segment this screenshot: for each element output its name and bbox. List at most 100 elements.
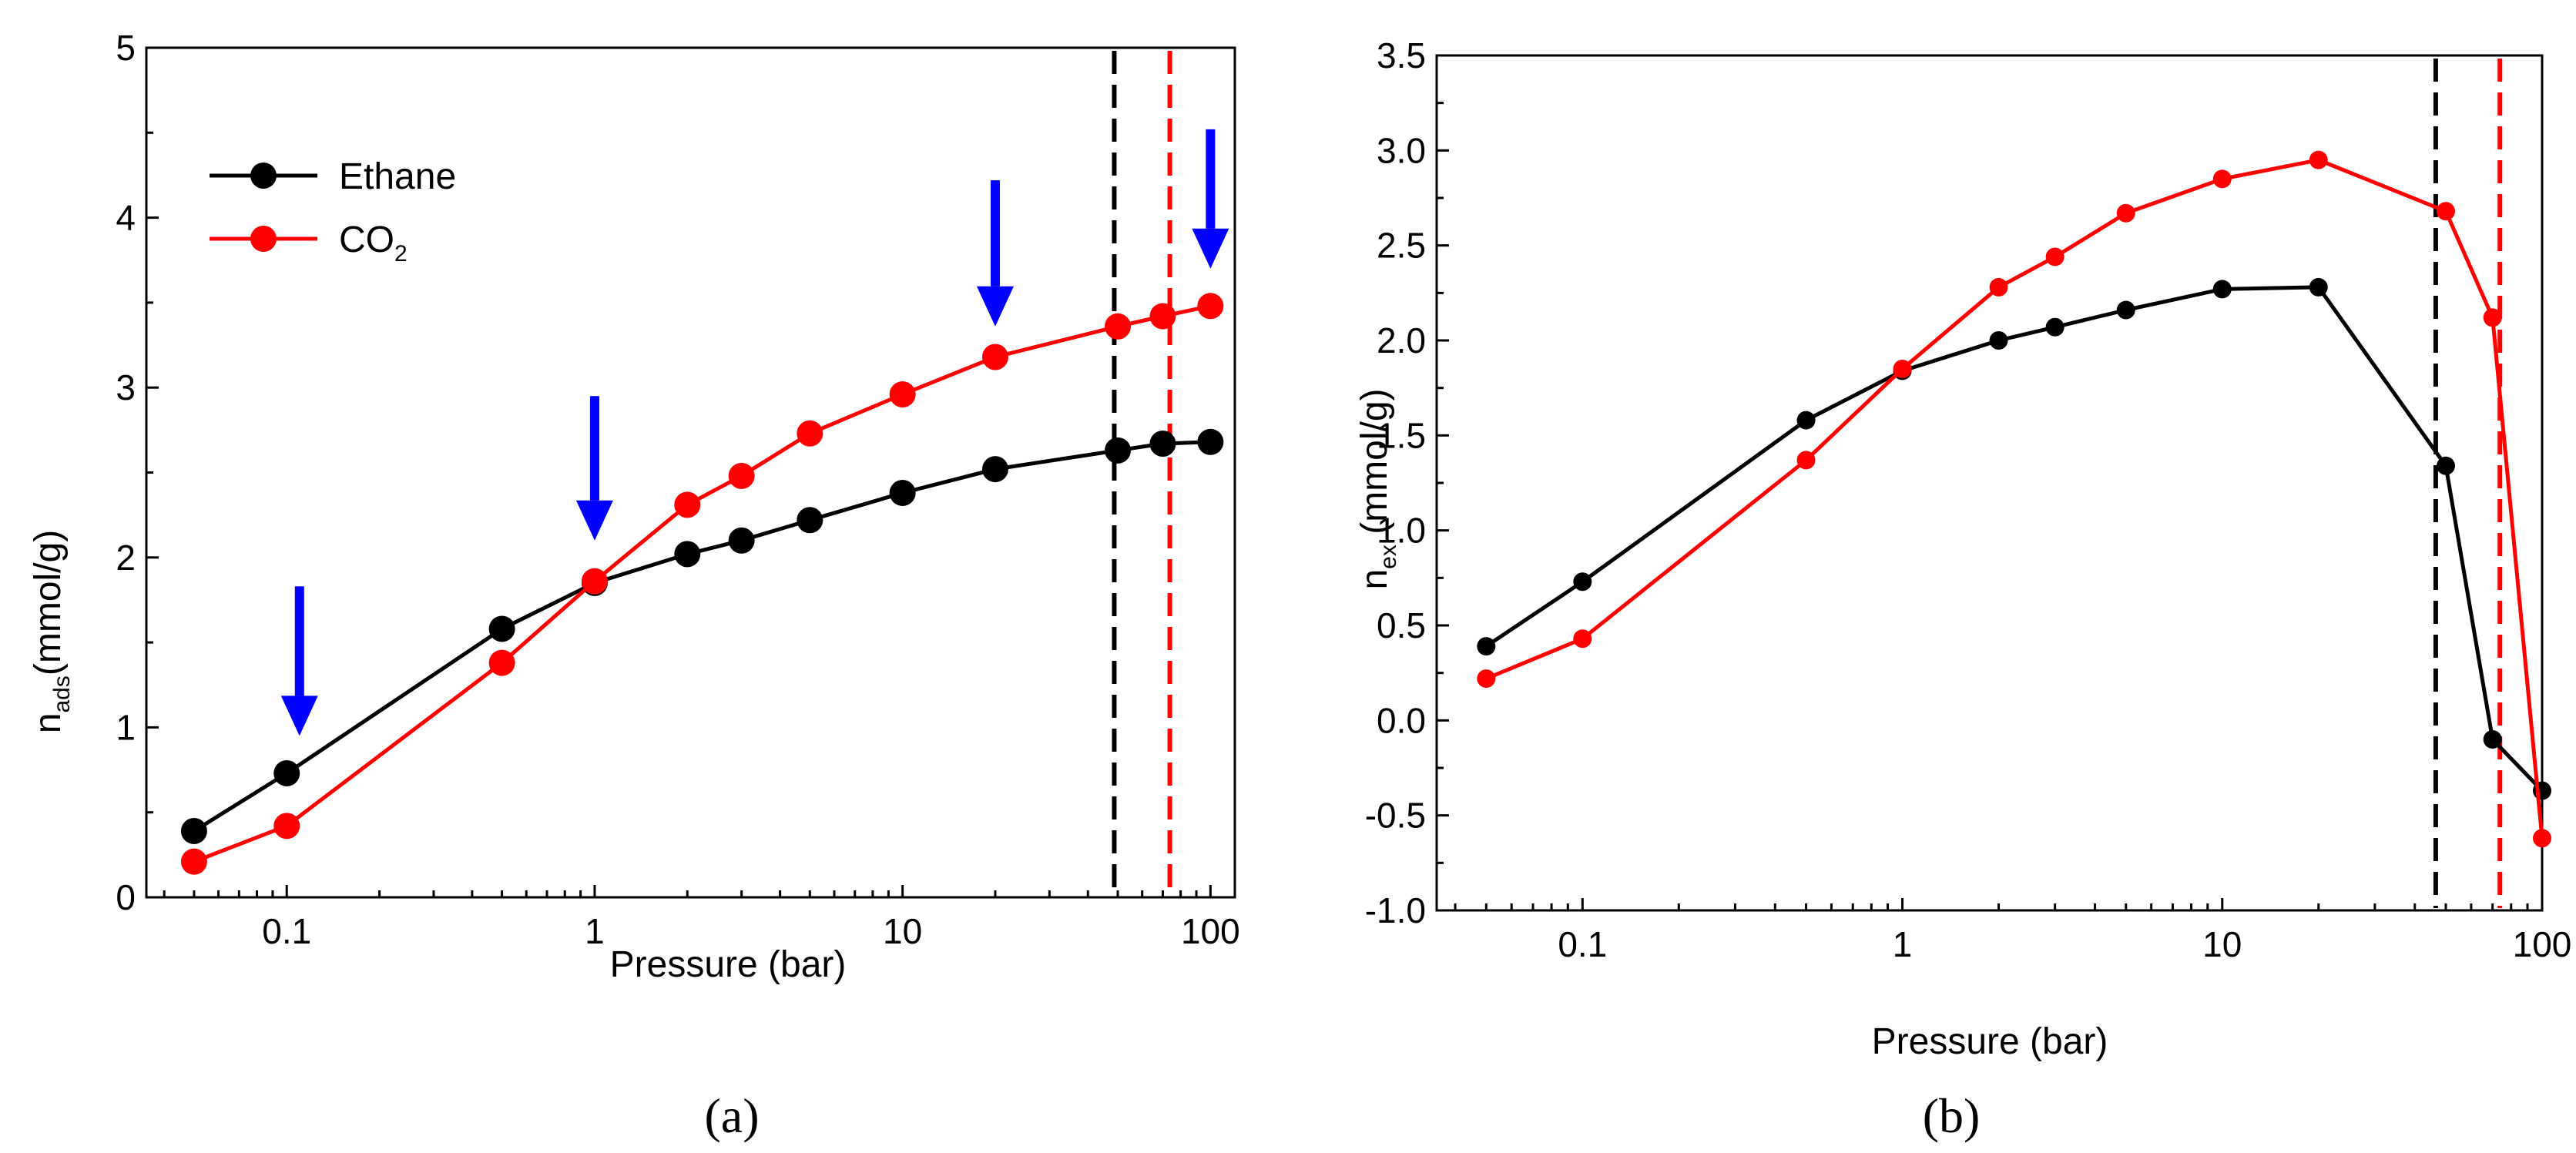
- y-axis-title-sub-b: ex: [1376, 545, 1401, 569]
- x-tick-label-b: 1: [1893, 924, 1913, 964]
- data-point-co2-a: [1197, 293, 1224, 320]
- y-axis-title-unit-b: (mmol/g): [1354, 388, 1395, 545]
- data-point-ethane-b: [2309, 277, 2328, 297]
- x-tick-label-b: 10: [2202, 924, 2242, 964]
- y-tick-label-b: 3.5: [1377, 35, 1426, 75]
- data-point-ethane-b: [1989, 331, 2008, 350]
- y-tick-label-b: 1.5: [1377, 415, 1426, 455]
- data-point-ethane-a: [674, 541, 701, 568]
- data-point-ethane-a: [273, 759, 300, 786]
- data-point-ethane-a: [1197, 428, 1224, 455]
- y-tick-label-a: 5: [116, 28, 136, 68]
- blue-arrow-3: [976, 180, 1014, 327]
- data-point-ethane-a: [797, 507, 823, 534]
- data-point-ethane-b: [2483, 730, 2502, 749]
- data-point-ethane-b: [1477, 637, 1496, 656]
- data-point-co2-a: [273, 813, 300, 840]
- x-tick-label-a: 1: [585, 911, 605, 951]
- data-point-ethane-a: [488, 615, 515, 642]
- data-point-co2-a: [1105, 313, 1132, 340]
- x-tick-label-a: 10: [883, 911, 922, 951]
- data-point-ethane-b: [2045, 317, 2064, 337]
- data-point-ethane-a: [889, 479, 916, 506]
- y-tick-label-b: 1.0: [1377, 511, 1426, 551]
- data-point-co2-b: [2212, 169, 2232, 189]
- data-point-ethane-a: [981, 456, 1008, 483]
- y-tick-label-b: 2.0: [1377, 320, 1426, 360]
- legend-label-co2: CO2: [339, 220, 408, 266]
- blue-arrow-2: [575, 396, 613, 541]
- y-tick-label-a: 0: [116, 877, 136, 917]
- data-point-co2-a: [1149, 303, 1176, 330]
- legend-label-co2-main: CO: [339, 220, 394, 260]
- y-axis-title-sub-a: ads: [49, 675, 75, 712]
- x-tick-label-b: 100: [2513, 924, 2572, 964]
- arrow-head-3: [976, 286, 1014, 327]
- data-point-co2-b: [2045, 247, 2064, 266]
- x-axis-title-b: Pressure (bar): [1872, 1021, 2108, 1062]
- data-point-ethane-a: [1149, 430, 1176, 457]
- data-point-co2-b: [1573, 629, 1592, 649]
- data-point-co2-b: [2483, 308, 2502, 327]
- data-point-ethane-b: [2212, 280, 2232, 299]
- chart-panel-b: (b) Pressure (bar) nex (mmol/g) 0.1 1 10 10…: [1354, 35, 2571, 1143]
- data-point-co2-a: [674, 491, 701, 518]
- y-axis-title-unit-a: (mmol/g): [28, 530, 69, 675]
- y-axis-title-main-a: n: [28, 713, 69, 734]
- chart-panel-a: (a) Pressure (bar) nads(mmol/g) Ethane C…: [28, 28, 1240, 1143]
- caption-a: (a): [704, 1088, 759, 1143]
- svg-text:nex (mmol/g): nex (mmol/g): [1354, 388, 1401, 589]
- x-tick-label-a: 100: [1181, 911, 1240, 951]
- y-axis-title-main-b: n: [1354, 569, 1395, 590]
- legend-marker-ethane: [250, 163, 277, 189]
- x-axis-title-a: Pressure (bar): [610, 944, 847, 985]
- series-line-co2-b: [1485, 158, 2544, 839]
- legend-label-co2-sub: 2: [394, 241, 408, 266]
- y-tick-label-a: 3: [116, 367, 136, 407]
- y-tick-label-a: 4: [116, 198, 136, 238]
- caption-b: (b): [1923, 1088, 1981, 1143]
- arrow-head-4: [1192, 228, 1229, 269]
- data-point-co2-b: [1989, 277, 2008, 297]
- data-point-co2-a: [488, 649, 515, 676]
- data-point-ethane-a: [728, 527, 755, 554]
- data-point-co2-a: [797, 420, 823, 447]
- x-tick-label-a: 0.1: [262, 911, 311, 951]
- y-axis-title-b: nex (mmol/g): [1354, 388, 1401, 589]
- data-point-co2-b: [1796, 451, 1816, 470]
- data-point-co2-b: [2309, 150, 2328, 169]
- y-tick-label-a: 2: [116, 538, 136, 578]
- data-point-ethane-a: [180, 817, 207, 844]
- svg-text:nads(mmol/g): nads(mmol/g): [28, 530, 75, 733]
- y-axis-title-a: nads(mmol/g): [28, 530, 75, 733]
- x-tick-label-b: 0.1: [1558, 924, 1607, 964]
- arrow-head-1: [280, 695, 318, 736]
- data-point-ethane-a: [1105, 437, 1132, 464]
- y-tick-label-a: 1: [116, 707, 136, 747]
- y-tick-label-b: 0.5: [1377, 605, 1426, 645]
- arrow-shaft-4: [1206, 129, 1216, 229]
- data-point-co2-b: [2437, 202, 2456, 221]
- arrow-head-2: [575, 500, 613, 541]
- data-point-ethane-b: [2437, 456, 2456, 475]
- arrow-shaft-3: [990, 180, 1000, 287]
- legend-marker-co2: [250, 226, 277, 252]
- arrow-shaft-2: [589, 396, 599, 501]
- arrow-shaft-1: [294, 586, 304, 696]
- y-tick-label-b: -1.0: [1365, 890, 1426, 930]
- data-point-co2-a: [581, 568, 608, 595]
- data-point-co2-a: [180, 848, 207, 875]
- blue-arrow-4: [1192, 129, 1229, 269]
- legend-label-ethane: Ethane: [339, 156, 456, 197]
- data-point-ethane-b: [2116, 300, 2135, 320]
- data-point-co2-b: [2533, 829, 2551, 848]
- blue-arrow-1: [280, 586, 318, 736]
- data-point-co2-a: [981, 344, 1008, 370]
- data-point-co2-b: [2116, 203, 2135, 223]
- series-line-ethane-b: [1484, 285, 2544, 793]
- data-point-co2-a: [728, 462, 755, 489]
- y-tick-label-b: -0.5: [1365, 796, 1426, 836]
- legend-a: Ethane CO2: [210, 156, 456, 266]
